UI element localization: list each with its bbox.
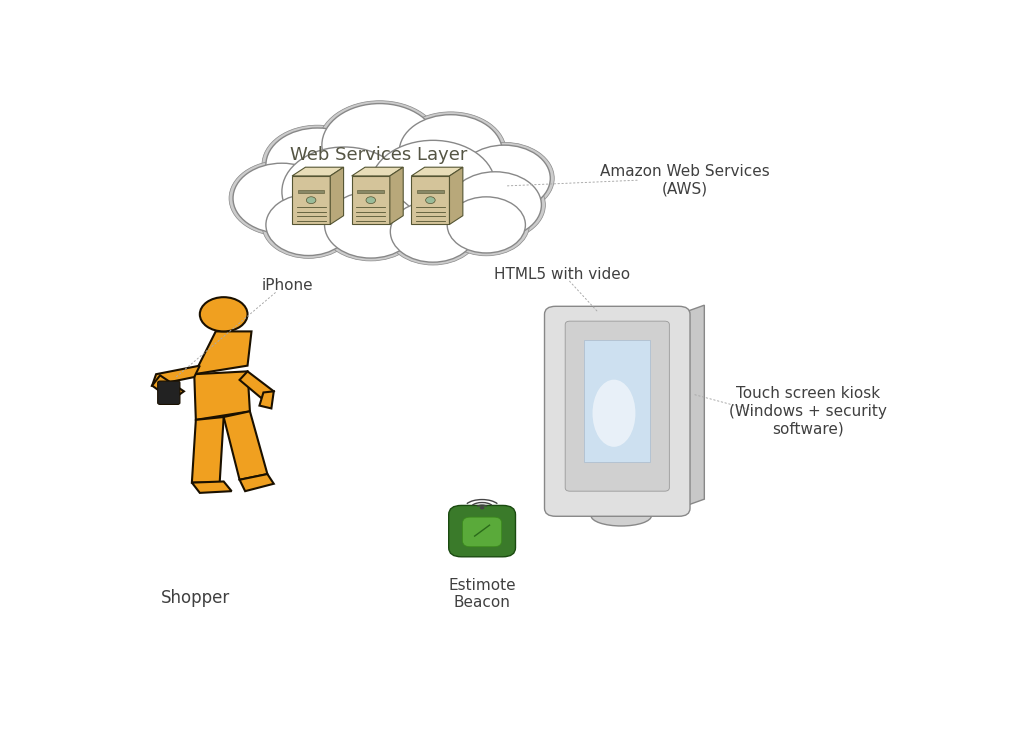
FancyBboxPatch shape (417, 190, 444, 193)
Ellipse shape (591, 505, 652, 526)
Polygon shape (194, 371, 250, 420)
Polygon shape (152, 365, 200, 385)
Circle shape (395, 112, 506, 191)
FancyBboxPatch shape (584, 340, 650, 462)
FancyBboxPatch shape (357, 190, 384, 193)
Polygon shape (240, 474, 274, 491)
Polygon shape (194, 331, 251, 374)
Polygon shape (390, 167, 403, 225)
Circle shape (307, 197, 316, 204)
FancyBboxPatch shape (565, 321, 669, 491)
Circle shape (453, 142, 554, 214)
Circle shape (443, 194, 529, 256)
Polygon shape (352, 176, 390, 225)
Polygon shape (330, 167, 344, 225)
Polygon shape (260, 391, 274, 408)
Polygon shape (411, 167, 463, 176)
Polygon shape (152, 376, 184, 400)
Circle shape (426, 197, 435, 204)
Text: HTML5 with video: HTML5 with video (494, 267, 630, 282)
Circle shape (233, 163, 330, 233)
Circle shape (324, 192, 417, 258)
Polygon shape (352, 167, 403, 176)
FancyBboxPatch shape (463, 517, 502, 547)
Polygon shape (192, 417, 224, 482)
Circle shape (447, 197, 525, 253)
Polygon shape (192, 482, 232, 493)
Text: Estimote
Beacon: Estimote Beacon (448, 578, 516, 610)
Polygon shape (224, 411, 268, 479)
FancyBboxPatch shape (298, 190, 324, 193)
Circle shape (200, 297, 247, 331)
Polygon shape (292, 176, 330, 225)
Circle shape (282, 147, 406, 236)
Polygon shape (411, 176, 449, 225)
Circle shape (370, 140, 496, 230)
Circle shape (278, 144, 410, 239)
FancyBboxPatch shape (158, 381, 180, 405)
Circle shape (366, 138, 500, 233)
Circle shape (266, 128, 369, 202)
Circle shape (399, 115, 503, 189)
Text: iPhone: iPhone (262, 279, 313, 293)
Polygon shape (679, 305, 704, 508)
FancyBboxPatch shape (545, 306, 690, 516)
Circle shape (262, 125, 373, 205)
Circle shape (480, 506, 484, 509)
Circle shape (445, 169, 546, 241)
FancyBboxPatch shape (448, 505, 515, 556)
Polygon shape (240, 371, 274, 400)
Text: Touch screen kiosk
(Windows + security
software): Touch screen kiosk (Windows + security s… (729, 386, 887, 436)
Text: Shopper: Shopper (161, 589, 231, 607)
Circle shape (262, 191, 355, 259)
Text: Web Services Layer: Web Services Layer (290, 145, 468, 164)
Ellipse shape (593, 379, 635, 447)
Circle shape (387, 198, 479, 265)
Circle shape (390, 201, 476, 262)
Circle shape (458, 145, 550, 211)
Circle shape (318, 101, 441, 190)
Circle shape (266, 194, 351, 256)
Circle shape (229, 160, 334, 236)
Polygon shape (220, 326, 228, 333)
Polygon shape (449, 167, 463, 225)
Text: Amazon Web Services
(AWS): Amazon Web Services (AWS) (600, 164, 770, 196)
Circle shape (449, 172, 542, 238)
Circle shape (322, 104, 437, 187)
Circle shape (320, 189, 421, 261)
Polygon shape (292, 167, 344, 176)
Circle shape (366, 197, 376, 204)
